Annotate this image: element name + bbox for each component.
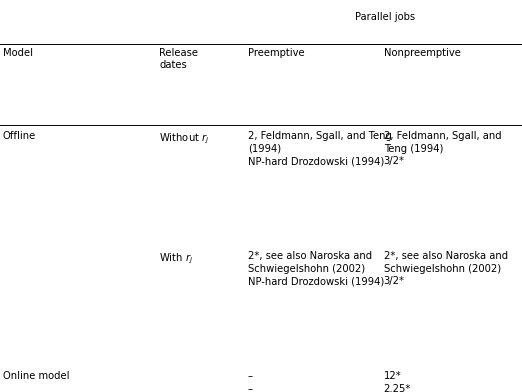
Text: With $r_j$: With $r_j$: [159, 251, 193, 266]
Text: Model: Model: [3, 48, 32, 58]
Text: –
–: – –: [248, 371, 253, 392]
Text: 12*
2.25*: 12* 2.25*: [384, 371, 411, 392]
Text: 2*, see also Naroska and
Schwiegelshohn (2002)
NP-hard Drozdowski (1994): 2*, see also Naroska and Schwiegelshohn …: [248, 251, 384, 286]
Text: Release
dates: Release dates: [159, 48, 198, 70]
Text: Nonpreemptive: Nonpreemptive: [384, 48, 460, 58]
Text: Without $r_j$: Without $r_j$: [159, 131, 210, 146]
Text: 2*, see also Naroska and
Schwiegelshohn (2002)
3/2*: 2*, see also Naroska and Schwiegelshohn …: [384, 251, 508, 286]
Text: Preemptive: Preemptive: [248, 48, 304, 58]
Text: Online model: Online model: [3, 371, 69, 381]
Text: Offline: Offline: [3, 131, 36, 142]
Text: Parallel jobs: Parallel jobs: [355, 12, 415, 22]
Text: 2, Feldmann, Sgall, and
Teng (1994)
3/2*: 2, Feldmann, Sgall, and Teng (1994) 3/2*: [384, 131, 501, 166]
Text: 2, Feldmann, Sgall, and Teng
(1994)
NP-hard Drozdowski (1994): 2, Feldmann, Sgall, and Teng (1994) NP-h…: [248, 131, 392, 166]
